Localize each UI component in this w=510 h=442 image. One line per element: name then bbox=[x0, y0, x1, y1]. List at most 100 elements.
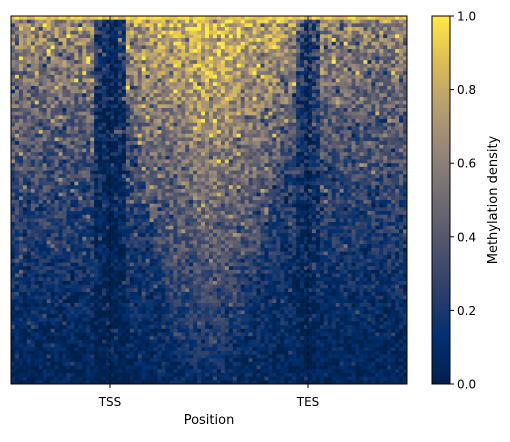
heatmap-cell bbox=[34, 100, 40, 105]
heatmap-cell bbox=[391, 27, 396, 32]
heatmap-cell bbox=[244, 85, 249, 90]
heatmap-cell bbox=[149, 188, 154, 193]
heatmap-cell bbox=[153, 85, 158, 90]
heatmap-cell bbox=[86, 93, 91, 98]
heatmap-cell bbox=[236, 196, 242, 201]
heatmap-cell bbox=[193, 170, 198, 175]
heatmap-cell bbox=[272, 23, 277, 28]
heatmap-cell bbox=[327, 45, 333, 50]
heatmap-cell bbox=[165, 82, 170, 87]
heatmap-cell bbox=[403, 60, 408, 65]
heatmap-cell bbox=[383, 174, 388, 179]
heatmap-cell bbox=[327, 130, 333, 135]
heatmap-cell bbox=[248, 133, 253, 138]
heatmap-cell bbox=[387, 60, 392, 65]
heatmap-cell bbox=[121, 159, 127, 164]
heatmap-cell bbox=[308, 185, 313, 190]
heatmap-cell bbox=[228, 188, 234, 193]
heatmap-cell bbox=[90, 27, 95, 32]
heatmap-cell bbox=[335, 52, 341, 57]
heatmap-cell bbox=[343, 63, 348, 68]
heatmap-cell bbox=[145, 122, 150, 127]
heatmap-cell bbox=[387, 155, 392, 160]
heatmap-cell bbox=[110, 56, 115, 61]
heatmap-cell bbox=[240, 16, 245, 21]
heatmap-cell bbox=[58, 60, 63, 65]
heatmap-cell bbox=[189, 49, 194, 54]
heatmap-cell bbox=[197, 82, 202, 87]
heatmap-cell bbox=[236, 133, 242, 138]
heatmap-cell bbox=[173, 170, 178, 175]
heatmap-cell bbox=[359, 96, 364, 101]
heatmap-cell bbox=[26, 115, 32, 120]
heatmap-cell bbox=[66, 52, 71, 57]
heatmap-cell bbox=[149, 19, 154, 24]
heatmap-cell bbox=[288, 137, 293, 142]
heatmap-cell bbox=[264, 133, 269, 138]
heatmap-cell bbox=[296, 137, 301, 142]
heatmap-cell bbox=[209, 23, 214, 28]
heatmap-cell bbox=[339, 155, 344, 160]
heatmap-cell bbox=[157, 60, 162, 65]
heatmap-cell bbox=[216, 19, 222, 24]
heatmap-cell bbox=[50, 130, 55, 135]
heatmap-cell bbox=[335, 41, 341, 46]
heatmap-cell bbox=[391, 96, 396, 101]
heatmap-cell bbox=[125, 126, 131, 131]
heatmap-cell bbox=[38, 115, 44, 120]
heatmap-cell bbox=[252, 192, 257, 197]
heatmap-cell bbox=[98, 19, 103, 24]
heatmap-cell bbox=[169, 52, 174, 57]
heatmap-cell bbox=[399, 100, 404, 105]
heatmap-cell bbox=[367, 41, 372, 46]
heatmap-cell bbox=[212, 111, 218, 116]
heatmap-cell bbox=[153, 144, 158, 149]
heatmap-cell bbox=[125, 78, 131, 83]
heatmap-cell bbox=[244, 45, 249, 50]
heatmap-cell bbox=[276, 52, 281, 57]
heatmap-cell bbox=[343, 115, 348, 120]
heatmap-cell bbox=[125, 19, 131, 24]
heatmap-cell bbox=[30, 41, 36, 46]
heatmap-cell bbox=[197, 163, 202, 168]
heatmap-cell bbox=[264, 159, 269, 164]
heatmap-cell bbox=[296, 152, 301, 157]
heatmap-cell bbox=[311, 27, 317, 32]
heatmap-cell bbox=[113, 185, 119, 190]
heatmap-cell bbox=[18, 130, 24, 135]
heatmap-cell bbox=[315, 163, 321, 168]
heatmap-cell bbox=[224, 85, 230, 90]
heatmap-cell bbox=[216, 45, 222, 50]
heatmap-cell bbox=[391, 177, 396, 182]
heatmap-cell bbox=[54, 181, 59, 186]
heatmap-cell bbox=[403, 63, 408, 68]
heatmap-cell bbox=[177, 192, 182, 197]
heatmap-cell bbox=[181, 85, 186, 90]
heatmap-cell bbox=[383, 137, 388, 142]
heatmap-cell bbox=[98, 100, 103, 105]
heatmap-cell bbox=[347, 85, 352, 90]
heatmap-cell bbox=[149, 78, 154, 83]
heatmap-cell bbox=[268, 34, 273, 39]
heatmap-cell bbox=[327, 56, 333, 61]
heatmap-cell bbox=[272, 174, 277, 179]
heatmap-cell bbox=[62, 181, 67, 186]
heatmap-cell bbox=[14, 108, 20, 113]
heatmap-cell bbox=[240, 166, 245, 171]
heatmap-cell bbox=[343, 181, 348, 186]
heatmap-cell bbox=[42, 38, 47, 43]
heatmap-cell bbox=[315, 130, 321, 135]
heatmap-cell bbox=[205, 82, 210, 87]
heatmap-cell bbox=[216, 34, 222, 39]
heatmap-cell bbox=[78, 27, 83, 32]
heatmap-cell bbox=[102, 170, 107, 175]
heatmap-cell bbox=[11, 130, 16, 135]
heatmap-cell bbox=[383, 56, 388, 61]
heatmap-cell bbox=[363, 111, 368, 116]
heatmap-cell bbox=[248, 130, 253, 135]
heatmap-cell bbox=[319, 49, 325, 54]
heatmap-cell bbox=[339, 108, 344, 113]
heatmap-cell bbox=[311, 133, 317, 138]
heatmap-cell bbox=[371, 177, 376, 182]
heatmap-cell bbox=[272, 38, 277, 43]
